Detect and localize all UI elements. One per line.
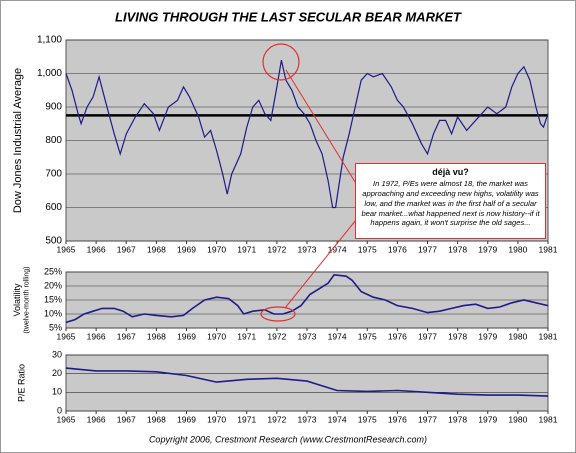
x-tick-label: 1977 xyxy=(418,414,437,424)
y-tick-label: 20 xyxy=(52,368,62,378)
x-tick-label: 1980 xyxy=(508,331,527,341)
x-tick-label: 1973 xyxy=(298,331,317,341)
x-tick-label: 1978 xyxy=(448,414,467,424)
x-tick-label: 1972 xyxy=(267,331,286,341)
y-tick-label: 600 xyxy=(45,202,62,213)
annotation-text: In 1972, P/Es were almost 18, the market… xyxy=(361,179,540,228)
x-tick-label: 1979 xyxy=(478,414,497,424)
x-tick-label: 1970 xyxy=(207,244,226,254)
x-tick-label: 1976 xyxy=(388,244,407,254)
callout-line xyxy=(284,214,361,309)
highlight-circle xyxy=(262,43,300,81)
y-axis-label: (twelve-month rolling) xyxy=(23,267,30,334)
annotation-title: déjà vu? xyxy=(432,167,469,177)
callout-line xyxy=(285,69,361,191)
x-tick-label: 1981 xyxy=(539,331,558,341)
x-tick-label: 1966 xyxy=(87,414,106,424)
x-tick-label: 1973 xyxy=(298,244,317,254)
y-tick-label: 1,000 xyxy=(37,68,62,79)
y-tick-label: 5% xyxy=(49,322,62,332)
x-tick-label: 1970 xyxy=(207,414,226,424)
x-tick-label: 1975 xyxy=(358,244,377,254)
x-tick-label: 1967 xyxy=(117,244,136,254)
y-tick-label: 0 xyxy=(57,405,62,415)
x-tick-label: 1975 xyxy=(358,414,377,424)
x-tick-label: 1969 xyxy=(177,331,196,341)
highlight-ellipse xyxy=(260,306,296,322)
y-tick-label: 900 xyxy=(45,102,62,113)
x-tick-label: 1965 xyxy=(57,414,76,424)
x-tick-label: 1976 xyxy=(388,414,407,424)
x-tick-label: 1971 xyxy=(237,414,256,424)
y-tick-label: 10 xyxy=(52,387,62,397)
y-tick-label: 1,100 xyxy=(37,35,62,46)
y-tick-label: 500 xyxy=(45,236,62,247)
y-axis-label: Dow Jones Industrial Average xyxy=(12,68,24,213)
footer: Copyright 2006, Crestmont Research (www.… xyxy=(149,434,427,444)
x-tick-label: 1978 xyxy=(448,331,467,341)
y-tick-label: 10% xyxy=(44,308,62,318)
y-tick-label: 25% xyxy=(44,266,62,276)
y-tick-label: 20% xyxy=(44,280,62,290)
x-tick-label: 1974 xyxy=(328,244,347,254)
x-tick-label: 1970 xyxy=(207,331,226,341)
y-tick-label: 15% xyxy=(44,294,62,304)
plot-area xyxy=(65,354,549,412)
x-tick-label: 1972 xyxy=(267,414,286,424)
x-tick-label: 1969 xyxy=(177,244,196,254)
x-tick-label: 1971 xyxy=(237,244,256,254)
x-tick-label: 1967 xyxy=(117,331,136,341)
line-series xyxy=(65,273,549,324)
x-tick-label: 1967 xyxy=(117,414,136,424)
x-tick-label: 1977 xyxy=(418,244,437,254)
x-tick-label: 1978 xyxy=(448,244,467,254)
x-tick-label: 1965 xyxy=(57,331,76,341)
x-tick-label: 1980 xyxy=(508,414,527,424)
y-tick-label: 30 xyxy=(52,349,62,359)
x-tick-label: 1974 xyxy=(328,331,347,341)
x-tick-label: 1972 xyxy=(267,244,286,254)
x-tick-label: 1976 xyxy=(388,331,407,341)
line-series xyxy=(65,59,549,209)
chart-title: LIVING THROUGH THE LAST SECULAR BEAR MAR… xyxy=(115,9,462,24)
x-tick-label: 1975 xyxy=(358,331,377,341)
x-tick-label: 1977 xyxy=(418,331,437,341)
x-tick-label: 1966 xyxy=(87,244,106,254)
y-tick-label: 700 xyxy=(45,169,62,180)
x-tick-label: 1968 xyxy=(147,244,166,254)
x-tick-label: 1974 xyxy=(328,414,347,424)
x-tick-label: 1979 xyxy=(478,244,497,254)
y-tick-label: 800 xyxy=(45,135,62,146)
x-tick-label: 1968 xyxy=(147,414,166,424)
annotation: déjà vu? In 1972, P/Es were almost 18, t… xyxy=(355,163,546,239)
x-tick-label: 1965 xyxy=(57,244,76,254)
x-tick-label: 1981 xyxy=(539,244,558,254)
line-series xyxy=(65,367,549,397)
x-tick-label: 1969 xyxy=(177,414,196,424)
y-axis-label: P/E Ratio xyxy=(16,364,26,402)
x-tick-label: 1981 xyxy=(539,414,558,424)
y-axis-label: Volatility xyxy=(12,283,22,317)
x-tick-label: 1980 xyxy=(508,244,527,254)
x-tick-label: 1966 xyxy=(87,331,106,341)
x-tick-label: 1971 xyxy=(237,331,256,341)
x-tick-label: 1979 xyxy=(478,331,497,341)
x-tick-label: 1968 xyxy=(147,331,166,341)
x-tick-label: 1973 xyxy=(298,414,317,424)
